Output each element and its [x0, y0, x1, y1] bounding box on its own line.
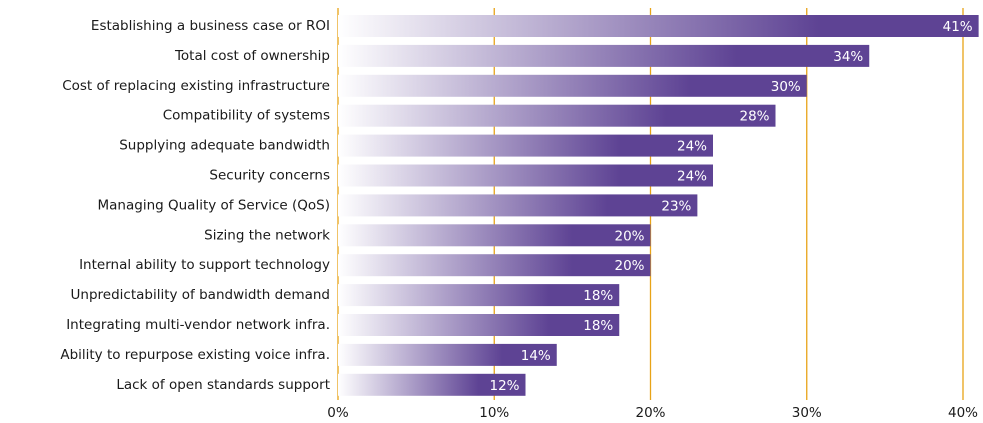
value-label: 23% — [661, 198, 691, 214]
bar — [338, 164, 713, 187]
bar — [338, 104, 776, 127]
value-label: 12% — [489, 378, 519, 394]
bar — [338, 373, 526, 396]
x-tick-label: 40% — [948, 405, 978, 421]
bar — [338, 224, 651, 247]
bar — [338, 44, 870, 67]
category-label: Compatibility of systems — [163, 108, 330, 124]
bar — [338, 284, 620, 307]
value-label: 24% — [677, 139, 707, 155]
category-label: Establishing a business case or ROI — [91, 18, 330, 34]
x-tick-label: 20% — [635, 405, 665, 421]
value-label: 30% — [771, 79, 801, 95]
category-label: Lack of open standards support — [116, 377, 330, 393]
category-label: Total cost of ownership — [174, 48, 330, 64]
value-label: 18% — [583, 318, 613, 334]
category-label: Managing Quality of Service (QoS) — [98, 197, 331, 213]
value-label: 34% — [833, 49, 863, 65]
bar — [338, 134, 713, 157]
category-label: Security concerns — [209, 168, 330, 184]
value-label: 20% — [614, 258, 644, 274]
bar — [338, 314, 620, 336]
category-label: Internal ability to support technology — [79, 257, 330, 273]
x-tick-label: 30% — [792, 405, 822, 421]
category-label: Unpredictability of bandwidth demand — [71, 287, 330, 303]
x-tick-label: 10% — [479, 405, 509, 421]
bar — [338, 254, 651, 277]
bar — [338, 343, 557, 366]
category-label: Supplying adequate bandwidth — [119, 138, 330, 154]
value-label: 14% — [521, 348, 551, 364]
category-label: Integrating multi-vendor network infra. — [66, 317, 330, 333]
bar — [338, 74, 807, 97]
category-label: Ability to repurpose existing voice infr… — [60, 347, 330, 363]
category-label: Cost of replacing existing infrastructur… — [62, 78, 330, 94]
bar — [338, 194, 698, 217]
x-tick-label: 0% — [327, 405, 349, 421]
value-label: 41% — [943, 19, 973, 35]
value-label: 18% — [583, 288, 613, 304]
value-label: 24% — [677, 169, 707, 185]
value-label: 28% — [739, 109, 769, 125]
category-label: Sizing the network — [204, 227, 330, 243]
value-label: 20% — [614, 228, 644, 244]
bar — [338, 15, 979, 37]
